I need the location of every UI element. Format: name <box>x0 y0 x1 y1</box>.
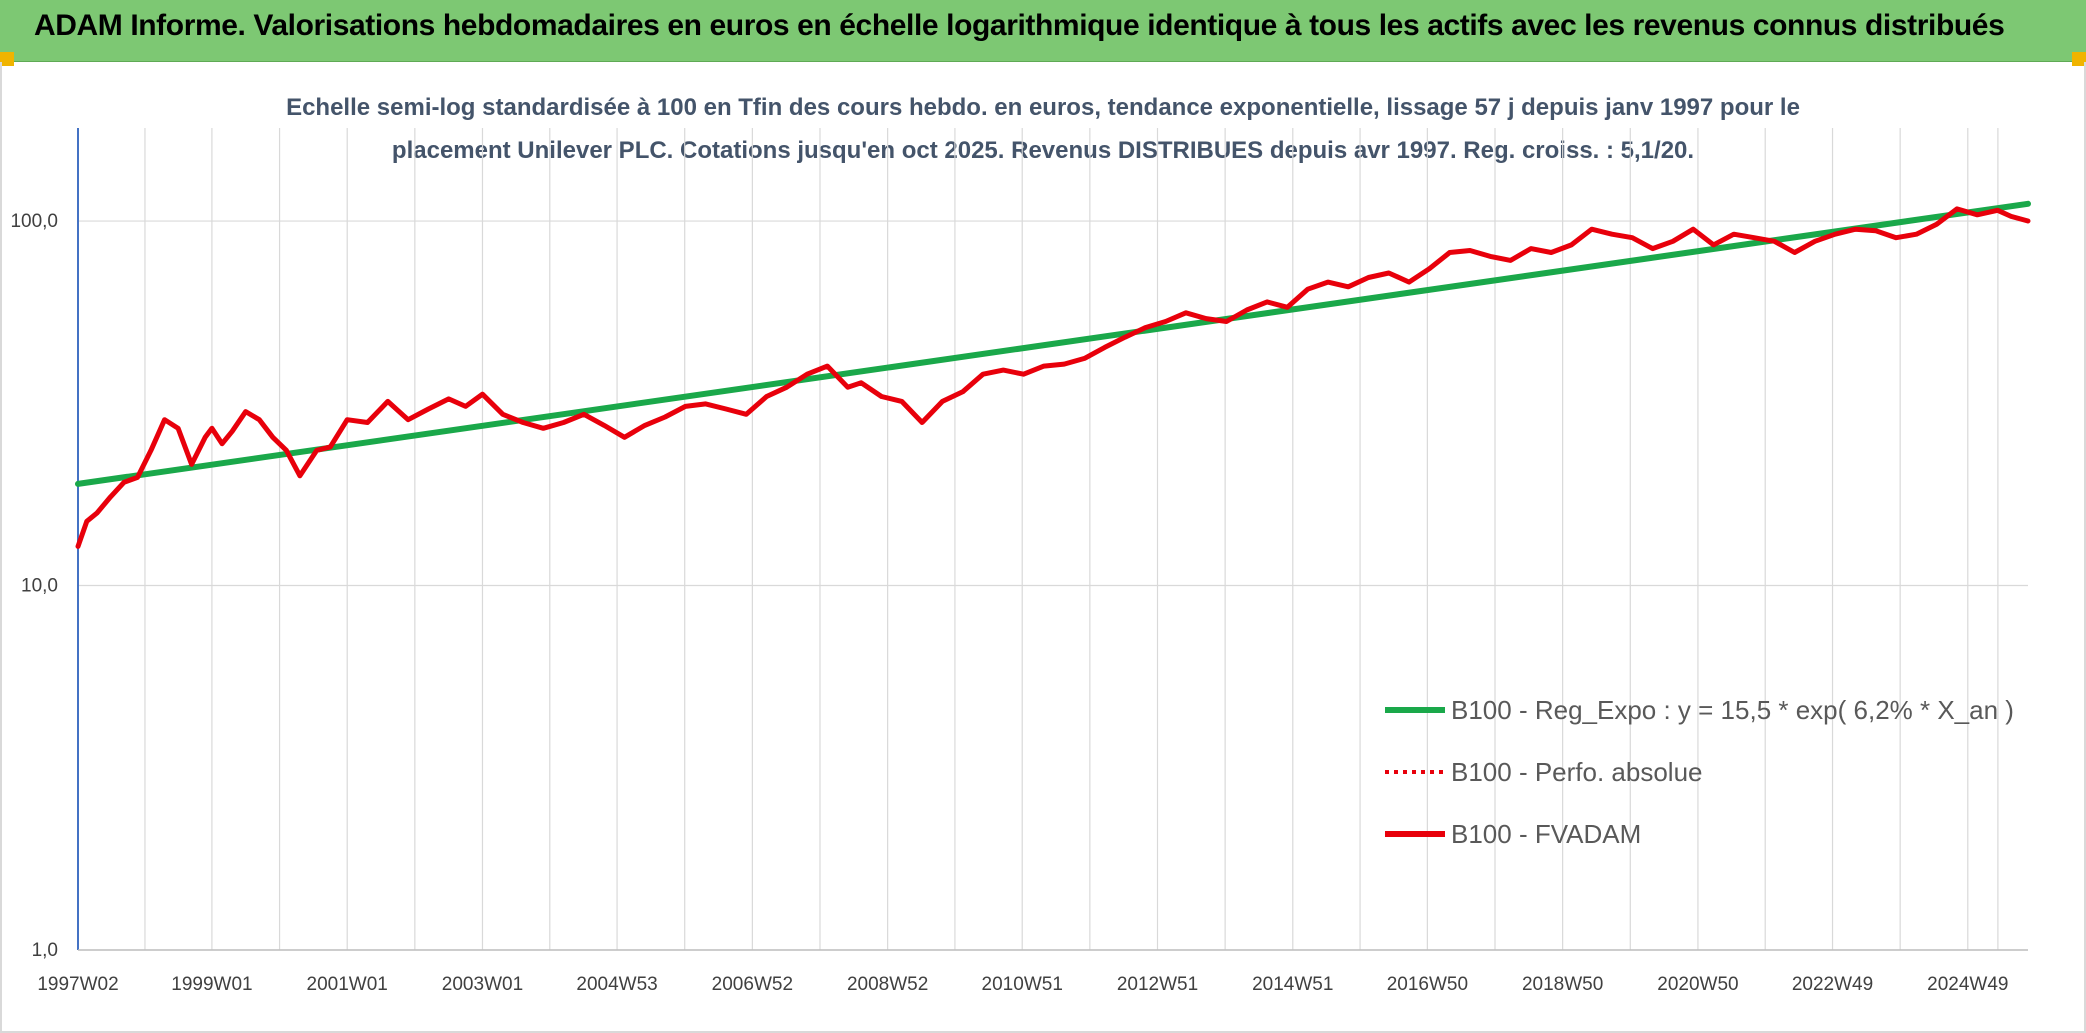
corner-marker-right <box>2072 52 2086 66</box>
chart-title: Echelle semi-log standardisée à 100 en T… <box>0 86 2086 172</box>
x-tick-label: 2020W50 <box>1657 974 1738 995</box>
x-tick-label: 2016W50 <box>1387 974 1468 995</box>
x-tick-label: 2018W50 <box>1522 974 1603 995</box>
legend-entry-2: B100 - FVADAM <box>1451 819 1641 849</box>
grid-lines <box>77 128 2028 951</box>
y-tick-label: 100,0 <box>10 211 58 232</box>
x-tick-label: 2008W52 <box>847 974 928 995</box>
x-tick-label: 1999W01 <box>171 974 252 995</box>
legend-entry-0: B100 - Reg_Expo : y = 15,5 * exp( 6,2% *… <box>1451 695 2014 725</box>
series-line-2 <box>75 206 2031 549</box>
x-tick-label: 2012W51 <box>1117 974 1198 995</box>
chart-title-line-2: placement Unilever PLC. Cotations jusqu'… <box>391 137 1695 164</box>
x-tick-label: 2001W01 <box>307 974 388 995</box>
legend-entry-1: B100 - Perfo. absolue <box>1451 757 1703 787</box>
legend: B100 - Reg_Expo : y = 15,5 * exp( 6,2% *… <box>1385 695 2014 849</box>
chart-frame <box>0 62 2086 1033</box>
y-tick-label: 10,0 <box>21 576 58 597</box>
x-tick-label: 2010W51 <box>982 974 1063 995</box>
chart-title-line-1: Echelle semi-log standardisée à 100 en T… <box>286 94 1800 121</box>
series-line-0 <box>75 200 2031 487</box>
x-tick-label: 2003W01 <box>442 974 523 995</box>
title-banner: ADAM Informe. Valorisations hebdomadaire… <box>0 0 2086 62</box>
x-tick-label: 1997W02 <box>37 974 118 995</box>
x-tick-label: 2006W52 <box>712 974 793 995</box>
x-tick-label: 2024W49 <box>1927 974 2008 995</box>
x-tick-label: 2014W51 <box>1252 974 1333 995</box>
axes: 1,0 10,0 100,0 1997W02 1999W01 2001W01 2003W01… <box>10 128 2028 995</box>
corner-marker-left <box>0 52 14 66</box>
series-layer <box>75 200 2031 549</box>
x-tick-label: 2022W49 <box>1792 974 1873 995</box>
x-tick-label: 2004W53 <box>576 974 657 995</box>
page-title: ADAM Informe. Valorisations hebdomadaire… <box>34 9 2005 42</box>
y-tick-label: 1,0 <box>32 940 58 961</box>
